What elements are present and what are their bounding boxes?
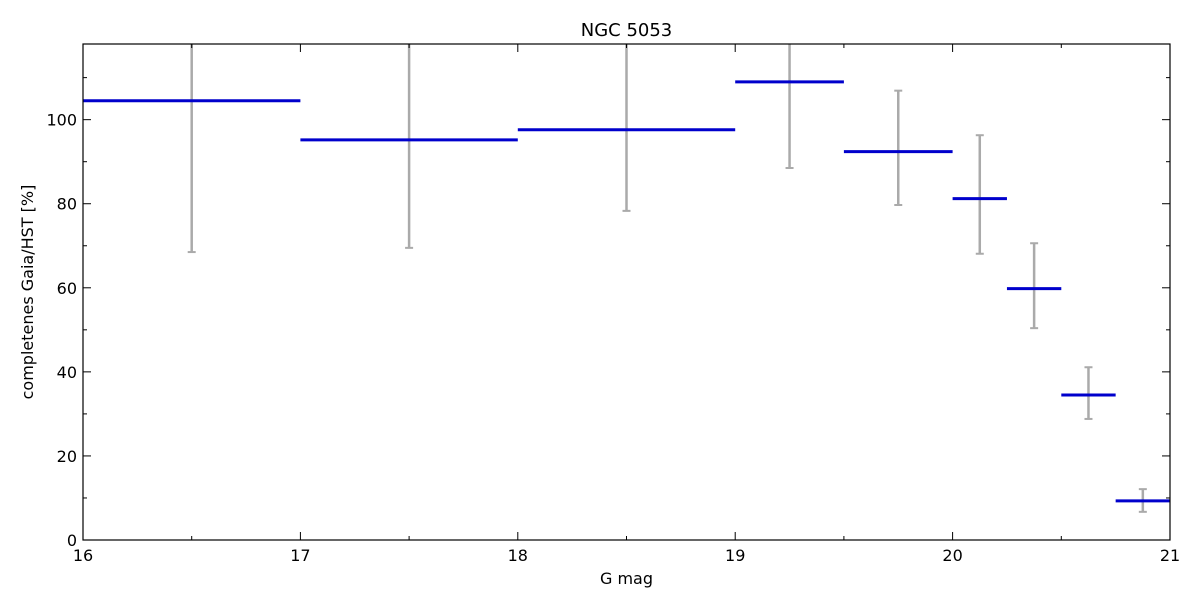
x-tick-label: 16 bbox=[73, 546, 93, 565]
x-tick-label: 19 bbox=[725, 546, 745, 565]
x-axis-label: G mag bbox=[600, 569, 653, 588]
bins-layer bbox=[83, 80, 1170, 503]
y-tick-label: 0 bbox=[67, 531, 77, 550]
x-tick-label: 17 bbox=[290, 546, 310, 565]
x-tick-label: 18 bbox=[508, 546, 528, 565]
x-tick-label: 20 bbox=[942, 546, 962, 565]
chart-title: NGC 5053 bbox=[581, 20, 673, 41]
y-axis-label: completenes Gaia/HST [%] bbox=[18, 185, 37, 400]
y-tick-label: 40 bbox=[57, 363, 77, 382]
x-axis-ticks: 16 17 18 19 20 21 bbox=[73, 44, 1180, 565]
y-tick-label: 80 bbox=[57, 195, 77, 214]
y-axis-ticks: 0 20 40 60 80 100 bbox=[46, 77, 1170, 550]
y-tick-label: 20 bbox=[57, 447, 77, 466]
x-tick-label: 21 bbox=[1160, 546, 1180, 565]
errorbars-layer bbox=[187, 44, 1147, 513]
y-tick-label: 60 bbox=[57, 279, 77, 298]
y-tick-label: 100 bbox=[46, 111, 77, 130]
